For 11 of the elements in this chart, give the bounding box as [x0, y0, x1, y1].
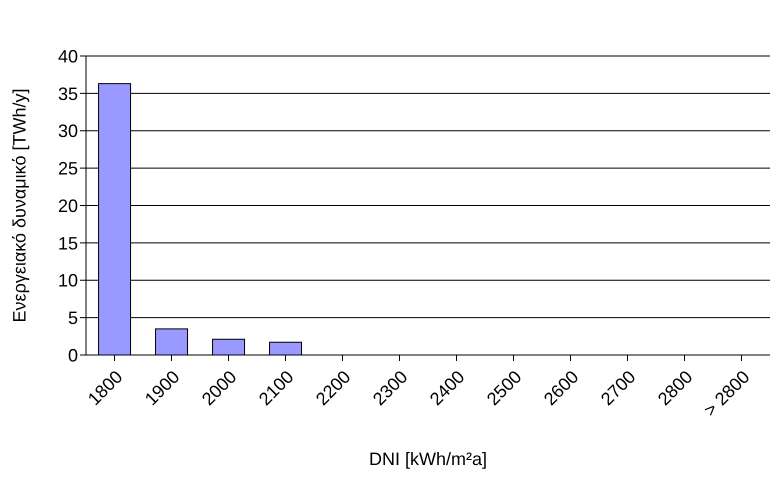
y-tick-label: 10 [58, 270, 78, 291]
y-tick-label: 0 [68, 345, 78, 366]
x-axis-title: DNI [kWh/m²a] [368, 449, 488, 469]
y-tick-label: 5 [68, 308, 78, 328]
y-axis-title: Ενεργειακό δυναμικό [TWh/y] [9, 88, 30, 322]
y-tick-label: 15 [58, 233, 78, 254]
y-tick-label: 40 [58, 46, 78, 66]
y-tick-label: 35 [58, 84, 78, 104]
y-tick-label: 30 [58, 121, 78, 142]
y-tick-label: 20 [58, 196, 78, 216]
y-tick-label: 25 [58, 158, 78, 179]
